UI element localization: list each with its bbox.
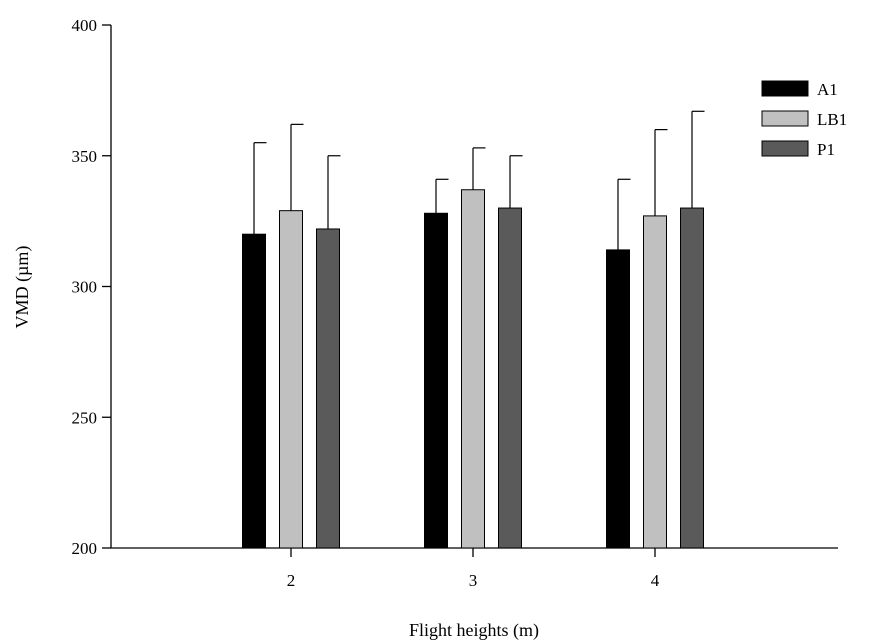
- x-tick-label: 2: [287, 571, 296, 590]
- y-tick-label: 400: [72, 16, 98, 35]
- bar-a1-4: [606, 249, 630, 549]
- legend-swatch-lb1: [761, 110, 809, 127]
- legend: A1 LB1 P1: [761, 80, 847, 159]
- legend-swatch-p1: [761, 140, 809, 157]
- legend-label-p1: P1: [817, 140, 835, 159]
- bar-lb1-4: [643, 215, 667, 549]
- bar-p1-3: [498, 207, 522, 549]
- legend-swatch-a1: [761, 80, 809, 97]
- bar-p1-2: [316, 228, 340, 549]
- bar-lb1-3: [461, 189, 485, 549]
- y-axis-title: VMD (µm): [12, 246, 33, 329]
- bars: [242, 189, 704, 549]
- error-bars: [253, 110, 705, 250]
- y-tick-label: 350: [72, 147, 98, 166]
- y-ticks: 200 250 300 350 400: [72, 16, 111, 558]
- bar-a1-2: [242, 233, 266, 549]
- legend-label-lb1: LB1: [817, 110, 847, 129]
- y-tick-label: 300: [72, 278, 98, 297]
- legend-label-a1: A1: [817, 80, 838, 99]
- y-tick-label: 250: [72, 408, 98, 427]
- bar-a1-3: [424, 212, 448, 549]
- bar-lb1-2: [279, 210, 303, 549]
- bar-p1-4: [680, 207, 704, 549]
- y-tick-label: 200: [72, 539, 98, 558]
- x-ticks: 2 3 4: [287, 548, 660, 590]
- x-tick-label: 3: [469, 571, 478, 590]
- x-tick-label: 4: [651, 571, 660, 590]
- x-axis-title: Flight heights (m): [409, 620, 539, 641]
